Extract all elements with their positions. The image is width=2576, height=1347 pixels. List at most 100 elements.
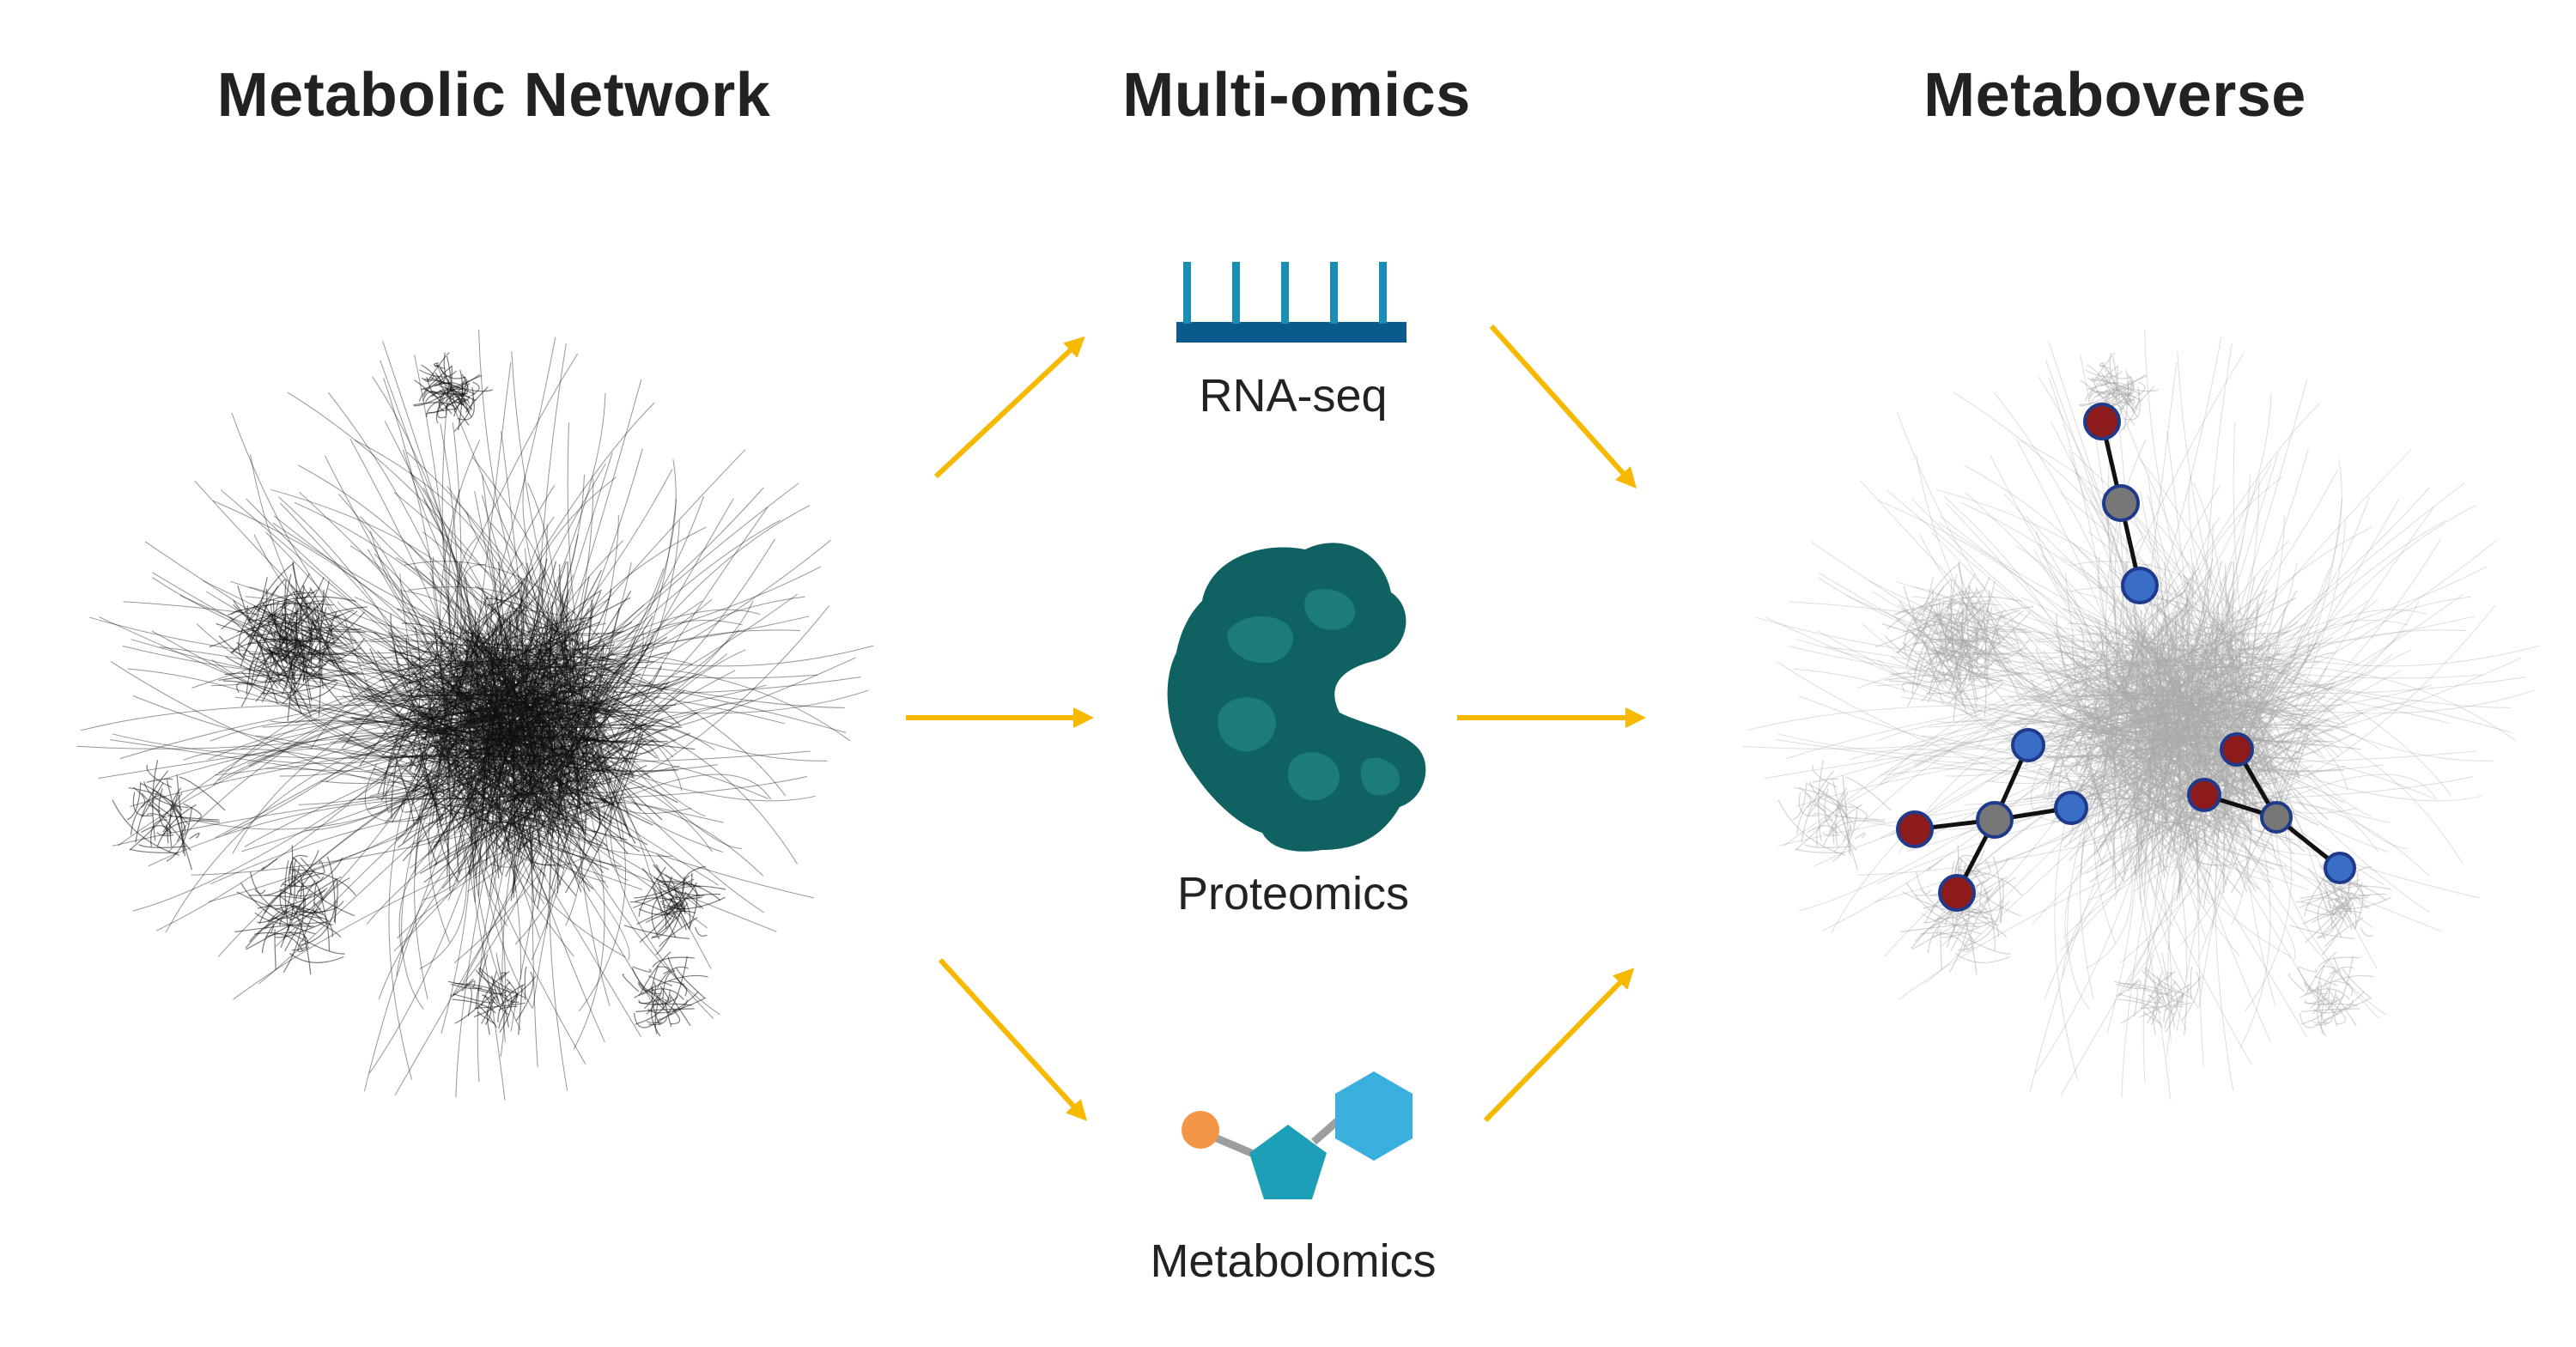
network-edge <box>577 713 629 831</box>
network-edge <box>517 728 551 857</box>
network-edge <box>2106 383 2136 406</box>
network-edge <box>467 687 592 893</box>
network-edge <box>2175 567 2330 790</box>
network-edge <box>506 666 541 826</box>
network-edge <box>2234 600 2369 669</box>
network-edge <box>465 593 798 780</box>
network-edge <box>289 931 345 955</box>
network-edge <box>2099 689 2138 1035</box>
network-edge <box>2227 594 2251 834</box>
network-edge <box>248 748 489 794</box>
network-edge <box>632 966 652 973</box>
network-edge <box>2216 592 2235 801</box>
network-edge <box>2172 666 2207 826</box>
network-edge <box>1888 680 1959 697</box>
network-edge <box>1965 857 1987 879</box>
network-edge <box>426 653 728 704</box>
network-edge <box>2123 369 2129 431</box>
network-edge <box>447 485 584 650</box>
network-edge <box>152 577 549 713</box>
network-edge <box>667 956 688 1015</box>
network-edge <box>211 659 449 721</box>
network-edge <box>479 967 526 998</box>
network-edge <box>447 355 452 393</box>
network-edge <box>2251 589 2278 646</box>
network-edge <box>565 715 603 841</box>
network-edge <box>513 657 856 748</box>
network-edge <box>2072 452 2257 695</box>
network-edge <box>363 694 627 761</box>
network-edge <box>2190 966 2193 1000</box>
network-edge <box>2104 737 2190 755</box>
network-edge <box>2300 897 2351 911</box>
network-edge <box>475 751 610 774</box>
network-edge <box>2098 686 2172 1101</box>
network-edge <box>132 731 453 912</box>
network-edge <box>1812 778 1839 783</box>
network-edge <box>1801 770 1834 843</box>
network-edge <box>2148 995 2158 1026</box>
network-edge <box>1755 616 2211 667</box>
network-edge <box>535 655 618 798</box>
network-edge <box>2183 589 2254 683</box>
network-edge <box>342 679 466 720</box>
network-edge <box>510 993 519 1004</box>
network-edge <box>1919 534 2106 679</box>
network-edge <box>224 672 290 696</box>
network-edge <box>526 590 632 774</box>
network-edge <box>635 897 685 911</box>
network-edge <box>258 810 449 985</box>
network-edge <box>246 629 258 640</box>
network-edge <box>203 579 565 759</box>
network-edge <box>2122 731 2160 866</box>
network-edge <box>409 662 478 869</box>
network-edge <box>2297 968 2328 995</box>
network-edge <box>2112 650 2484 679</box>
network-edge <box>2241 498 2343 743</box>
network-edge <box>1798 731 2118 912</box>
network-edge <box>1923 644 1970 661</box>
network-edge <box>2105 637 2117 715</box>
network-edge <box>404 768 478 849</box>
network-edge <box>532 728 608 1008</box>
network-edge <box>568 744 605 1050</box>
network-edge <box>440 637 451 715</box>
network-edge <box>453 806 554 859</box>
network-edge <box>249 908 310 943</box>
network-edge <box>2114 489 2184 799</box>
network-edge <box>2312 1020 2328 1023</box>
network-edge <box>2060 740 2270 1096</box>
network-edge <box>289 869 356 896</box>
network-edge <box>2318 956 2360 968</box>
network-edge <box>505 578 526 798</box>
network-edge <box>490 736 652 1001</box>
network-edge <box>399 573 449 782</box>
network-edge <box>289 854 308 875</box>
network-edge <box>1920 912 1980 927</box>
network-edge <box>471 611 575 725</box>
network-edge <box>635 1008 695 1013</box>
network-edge <box>452 993 494 1004</box>
network-edge <box>2093 726 2228 856</box>
network-edge <box>2078 690 2148 791</box>
network-edge <box>2331 896 2340 920</box>
network-edge <box>294 589 318 599</box>
network-edge <box>2335 994 2357 1027</box>
network-edge <box>513 689 654 754</box>
network-edge <box>1977 616 1985 634</box>
network-edge <box>2217 642 2267 803</box>
network-edge <box>130 731 515 808</box>
network-edge <box>410 472 468 731</box>
network-edge <box>2215 650 2300 779</box>
network-edge <box>423 498 499 645</box>
network-edge <box>1938 522 2223 658</box>
network-edge <box>236 622 304 633</box>
network-edge <box>130 848 179 854</box>
network-edge <box>1818 577 2215 713</box>
network-edge <box>567 666 845 708</box>
network-edge <box>213 680 426 786</box>
network-edge <box>343 616 471 822</box>
network-edge <box>545 519 781 718</box>
network-edge <box>436 374 477 401</box>
network-edge <box>279 606 313 642</box>
